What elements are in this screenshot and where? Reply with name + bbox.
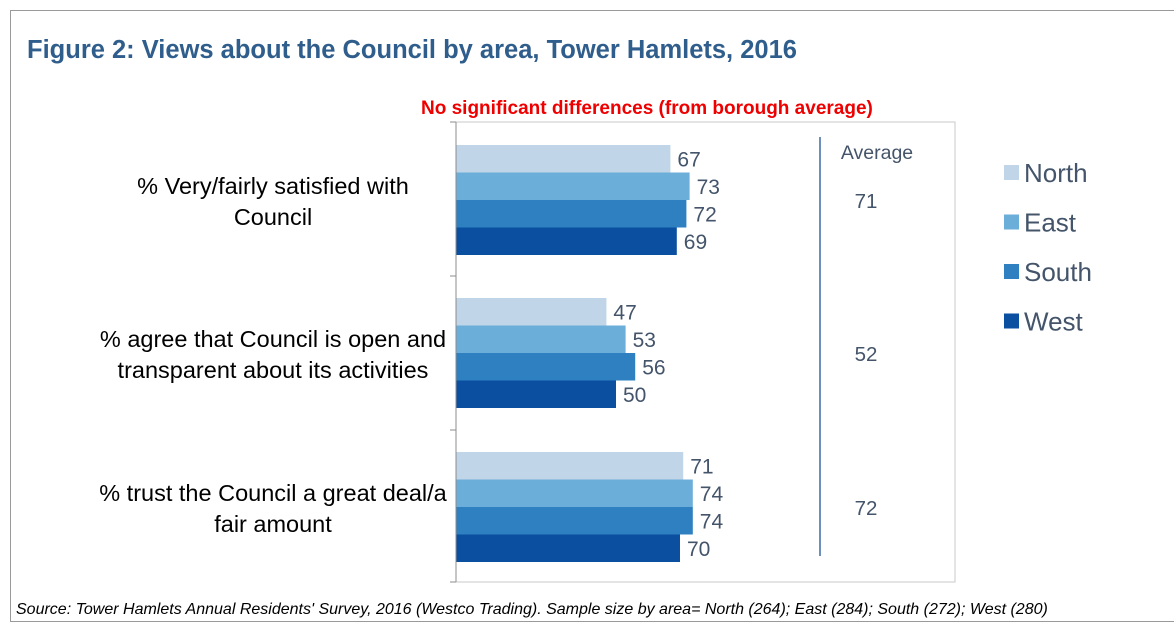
- average-header: Average: [841, 142, 913, 164]
- value-label-west-0: 69: [684, 231, 707, 254]
- category-label-line: transparent about its activities: [118, 357, 429, 383]
- value-label-south-0: 72: [693, 203, 716, 226]
- legend-label-north: North: [1024, 158, 1088, 188]
- average-value-2: 72: [855, 497, 878, 520]
- category-label-line: % agree that Council is open and: [100, 326, 446, 352]
- legend-swatch-west: [1004, 314, 1019, 329]
- category-label-line: % trust the Council a great deal/a: [99, 480, 447, 506]
- legend-swatch-east: [1004, 215, 1019, 230]
- legend-swatch-south: [1004, 264, 1019, 279]
- bar-west-0: [456, 228, 677, 256]
- value-label-north-0: 67: [677, 148, 700, 171]
- category-label-2: % trust the Council a great deal/a fair a…: [99, 480, 447, 537]
- bars-layer: [456, 145, 693, 562]
- value-label-north-2: 71: [690, 455, 713, 478]
- average-value-1: 52: [855, 343, 878, 366]
- value-label-north-1: 47: [613, 301, 636, 324]
- category-label-0: % Very/fairly satisfied with Council: [137, 173, 409, 230]
- legend: North East South West: [1004, 158, 1092, 337]
- bar-north-1: [456, 298, 606, 326]
- bar-south-1: [456, 353, 635, 381]
- bar-east-1: [456, 326, 626, 354]
- bar-west-2: [456, 535, 680, 563]
- category-label-1: % agree that Council is open and transpar…: [100, 326, 446, 383]
- value-label-south-1: 56: [642, 356, 665, 379]
- legend-label-east: East: [1024, 208, 1077, 238]
- average-value-0: 71: [855, 190, 878, 213]
- bar-north-2: [456, 452, 683, 480]
- value-label-east-2: 74: [700, 483, 724, 506]
- category-label-line: Council: [234, 204, 312, 230]
- bar-west-1: [456, 381, 616, 409]
- value-label-west-1: 50: [623, 384, 646, 407]
- bar-south-0: [456, 200, 686, 228]
- bar-east-2: [456, 480, 693, 508]
- value-label-east-1: 53: [633, 329, 656, 352]
- category-label-line: fair amount: [214, 511, 332, 537]
- category-label-line: % Very/fairly satisfied with: [137, 173, 409, 199]
- average-column: 71 52 72 Average: [820, 137, 913, 556]
- value-label-south-2: 74: [700, 510, 724, 533]
- legend-label-west: West: [1024, 307, 1084, 337]
- source-note: Source: Tower Hamlets Annual Residents' …: [16, 601, 1048, 619]
- value-label-west-2: 70: [687, 538, 710, 561]
- legend-label-south: South: [1024, 257, 1092, 287]
- value-label-east-0: 73: [697, 176, 720, 199]
- bar-east-0: [456, 173, 690, 201]
- bar-north-0: [456, 145, 670, 173]
- category-labels-layer: % Very/fairly satisfied with Council % agr…: [99, 173, 447, 537]
- bar-south-2: [456, 507, 693, 535]
- legend-swatch-north: [1004, 165, 1019, 180]
